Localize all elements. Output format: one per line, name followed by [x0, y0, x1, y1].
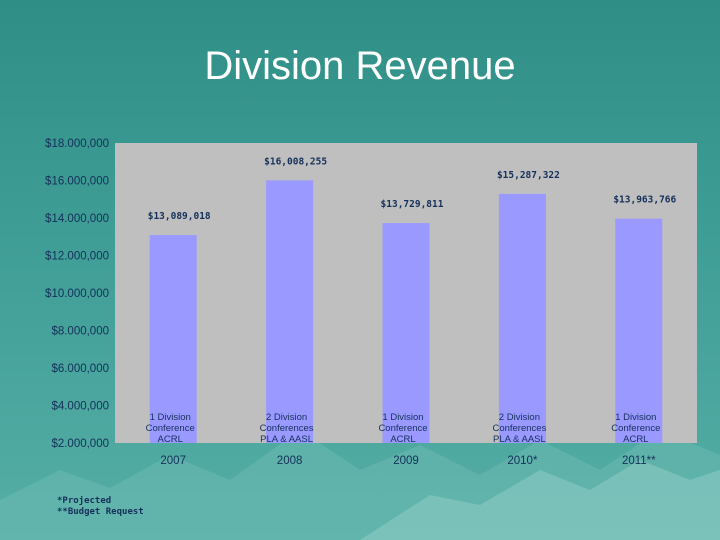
footnote-projected: *Projected	[57, 496, 112, 506]
x-tick-label: 2007	[160, 455, 186, 467]
footnote-budget-request: **Budget Request	[57, 507, 144, 517]
bar-annotation: 1 Division	[150, 412, 191, 423]
y-tick-label: $12.000,000	[45, 251, 109, 263]
y-tick-label: $6.000,000	[51, 363, 109, 375]
bar-annotation: 1 Division	[615, 412, 656, 423]
x-tick-label: 2010*	[507, 455, 538, 467]
bar-annotation: 1 Division	[382, 412, 423, 423]
data-label: $13,729,811	[381, 199, 444, 210]
data-label: $13,963,766	[613, 195, 676, 206]
bar	[498, 193, 546, 443]
bar	[615, 218, 663, 443]
bar-annotation: Conferences	[492, 423, 546, 434]
y-tick-label: $16.000,000	[45, 176, 109, 188]
bar-annotation: Conference	[378, 423, 427, 434]
y-tick-label: $2.000,000	[51, 438, 109, 450]
bar	[382, 223, 430, 443]
bar-annotation: 2 Division	[499, 412, 540, 423]
bar-annotation: Conferences	[260, 423, 314, 434]
bar	[149, 235, 197, 443]
bar-annotation: Conference	[146, 423, 195, 434]
y-tick-label: $4.000,000	[51, 401, 109, 413]
footnotes: *Projected **Budget Request	[57, 496, 144, 518]
bar-annotation: 2 Division	[266, 412, 307, 423]
x-tick-label: 2009	[393, 455, 419, 467]
bar-annotation: ACRL	[158, 434, 183, 445]
data-label: $13,089,018	[148, 211, 211, 222]
slide-title: Division Revenue	[204, 44, 516, 88]
y-tick-label: $10.000,000	[45, 288, 109, 300]
data-label: $15,287,322	[497, 170, 560, 181]
data-label: $16,008,255	[264, 156, 327, 167]
bar-annotation: ACRL	[623, 434, 648, 445]
bar	[266, 180, 314, 443]
y-tick-label: $18.000,000	[45, 138, 109, 150]
bar-annotation: ACRL	[390, 434, 415, 445]
x-tick-label: 2008	[277, 455, 303, 467]
bar-annotation: Conference	[611, 423, 660, 434]
bar-annotation: PLA & AASL	[260, 434, 313, 445]
y-tick-label: $14.000,000	[45, 213, 109, 225]
bar-annotation: PLA & AASL	[493, 434, 546, 445]
y-tick-label: $8.000,000	[51, 326, 109, 338]
x-tick-label: 2011**	[622, 455, 656, 467]
